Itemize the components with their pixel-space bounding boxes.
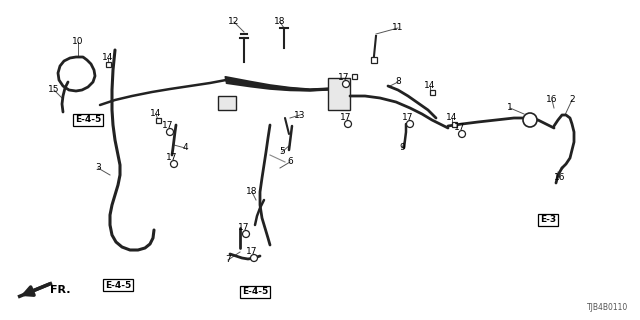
Text: 12: 12 (228, 18, 240, 27)
Text: 11: 11 (392, 23, 404, 33)
Text: 17: 17 (163, 122, 173, 131)
Text: 15: 15 (48, 85, 60, 94)
Text: 14: 14 (150, 109, 162, 118)
Text: E-3: E-3 (540, 215, 556, 225)
Circle shape (523, 113, 537, 127)
Text: TJB4B0110: TJB4B0110 (587, 303, 628, 312)
Text: 14: 14 (424, 82, 436, 91)
Bar (156, 117, 161, 123)
Circle shape (250, 254, 257, 261)
Text: 17: 17 (403, 114, 413, 123)
Text: FR.: FR. (50, 285, 70, 295)
Text: E-4-5: E-4-5 (105, 281, 131, 290)
Bar (429, 90, 435, 94)
Text: 17: 17 (454, 124, 466, 132)
Circle shape (166, 129, 173, 135)
Text: 17: 17 (238, 223, 250, 233)
Bar (106, 61, 111, 67)
Text: 14: 14 (446, 114, 458, 123)
Text: 18: 18 (275, 18, 285, 27)
Bar (328, 78, 350, 110)
Text: E-4-5: E-4-5 (242, 287, 268, 297)
Text: 16: 16 (554, 173, 566, 182)
Text: 10: 10 (72, 37, 84, 46)
Bar (451, 122, 456, 126)
Text: 9: 9 (399, 143, 405, 153)
Text: 3: 3 (95, 164, 101, 172)
Text: 7: 7 (225, 255, 231, 265)
Text: 1: 1 (507, 103, 513, 113)
Text: 13: 13 (294, 110, 306, 119)
Bar (218, 96, 236, 110)
Text: 17: 17 (166, 154, 178, 163)
Bar (351, 74, 356, 78)
Text: 14: 14 (102, 53, 114, 62)
Text: 4: 4 (182, 143, 188, 153)
Circle shape (344, 121, 351, 127)
Text: 18: 18 (246, 188, 258, 196)
Circle shape (458, 131, 465, 138)
Text: 17: 17 (340, 114, 352, 123)
Circle shape (243, 230, 250, 237)
Bar (371, 57, 377, 63)
Text: E-4-5: E-4-5 (75, 116, 101, 124)
Text: 5: 5 (279, 148, 285, 156)
Circle shape (406, 121, 413, 127)
Text: 6: 6 (287, 157, 293, 166)
Text: 16: 16 (547, 95, 557, 105)
Text: 17: 17 (246, 247, 258, 257)
Circle shape (170, 161, 177, 167)
Text: 8: 8 (395, 77, 401, 86)
Text: 17: 17 (339, 74, 349, 83)
Circle shape (342, 81, 349, 87)
Text: 2: 2 (569, 95, 575, 105)
